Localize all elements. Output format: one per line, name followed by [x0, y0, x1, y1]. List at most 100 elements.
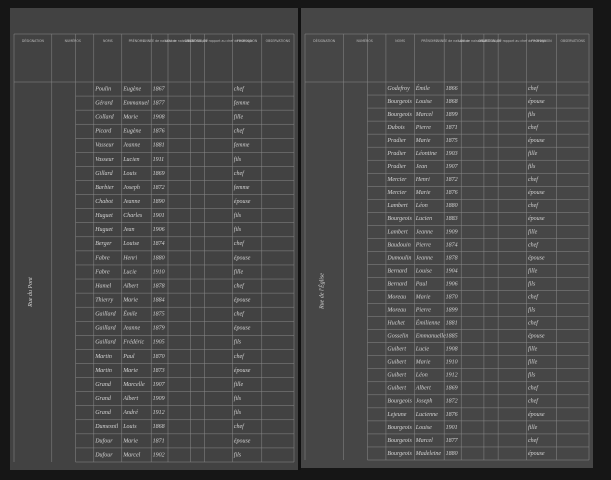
entry: 1877	[153, 100, 166, 106]
entry: Guibert	[387, 373, 406, 379]
entry: Fabre	[94, 255, 110, 261]
entry: chef	[528, 385, 539, 392]
entry: fille	[234, 381, 244, 388]
entry: Albert	[122, 283, 138, 289]
street-name: Rue de l'Église	[317, 273, 325, 310]
entry: fils	[234, 451, 242, 458]
entry: chef	[234, 170, 245, 177]
entry: Huchet	[386, 321, 405, 327]
entry: épouse	[234, 255, 251, 261]
entry: Paul	[415, 281, 428, 287]
entry: Poulin	[94, 86, 111, 92]
column-header: PROFESSION	[531, 39, 552, 43]
entry: 1881	[153, 143, 165, 149]
entry: 1912	[153, 410, 165, 416]
entry: femme	[234, 184, 250, 191]
column-header: ANNÉE de naissance	[436, 38, 469, 43]
entry: Marie	[415, 360, 431, 366]
entry: Pierre	[415, 242, 431, 248]
entry: Eugène	[122, 129, 141, 135]
entry: femme	[234, 99, 250, 106]
entry: Dufour	[94, 437, 113, 444]
entry: épouse	[528, 216, 545, 222]
entry: Gaillard	[95, 312, 116, 318]
entry: chef	[234, 423, 245, 430]
entry: Louise	[415, 268, 432, 274]
entry: 1909	[446, 229, 458, 235]
entry: Louis	[122, 424, 137, 430]
column-header: LIEU de naissance	[458, 39, 487, 43]
entry: Grand	[95, 410, 112, 416]
entry: 1880	[153, 255, 165, 261]
entry: épouse	[528, 255, 545, 261]
entry: Jeanne	[123, 199, 140, 205]
column-header: PROFESSION	[237, 39, 258, 43]
column-header: PRÉNOMS	[421, 38, 437, 43]
entry: Pierre	[415, 307, 431, 313]
entry: 1871	[446, 125, 458, 131]
column-header: OBSERVATIONS	[560, 39, 584, 43]
entry: Marie	[122, 368, 138, 374]
entry: André	[122, 410, 138, 416]
column-header: NUMÉROS	[65, 38, 81, 43]
entry: 1869	[153, 171, 165, 177]
entry: fils	[528, 306, 536, 313]
column-header: NOMS	[103, 39, 113, 43]
entry: Huguet	[94, 227, 113, 233]
entry: Lucien	[122, 157, 139, 163]
entry: Grand	[95, 396, 112, 402]
entry: épouse	[528, 190, 545, 196]
entry: Dumoulin	[386, 255, 411, 261]
entry: Martin	[94, 368, 112, 374]
entry: Grand	[95, 382, 112, 388]
entry: Gillard	[95, 171, 113, 177]
entry: Bernard	[387, 268, 408, 274]
entry: Dumesnil	[94, 424, 118, 430]
entry: Jean	[123, 227, 134, 233]
entry: chef	[234, 85, 245, 92]
entry: 1877	[446, 438, 459, 444]
entry: Vasseur	[95, 157, 114, 163]
entry: Jeanne	[416, 255, 433, 261]
column-header: PRÉNOMS	[129, 38, 145, 43]
entry: chef	[234, 311, 245, 318]
entry: Émile	[415, 84, 430, 92]
entry: épouse	[528, 412, 545, 418]
entry: 1906	[153, 227, 165, 233]
entry: Marcel	[415, 112, 433, 118]
entry: Eugène	[122, 86, 141, 92]
entry: fille	[528, 346, 538, 353]
entry: 1890	[153, 199, 165, 205]
entry: Marie	[415, 294, 431, 300]
entry: Emmanuel	[122, 100, 149, 106]
entry: 1870	[446, 294, 458, 300]
entry: 1901	[446, 425, 458, 431]
entry: chef	[528, 437, 539, 444]
entry: Pierre	[415, 125, 431, 131]
entry: 1911	[153, 157, 165, 163]
entry: Jeanne	[123, 143, 140, 149]
entry: Gosselin	[387, 334, 408, 340]
entry: 1907	[153, 382, 166, 388]
entry: Joseph	[416, 399, 433, 405]
entry: Jeanne	[416, 229, 433, 235]
entry: Pradier	[386, 151, 406, 157]
entry: 1903	[446, 151, 458, 157]
entry: 1878	[446, 255, 458, 261]
entry: Fabre	[94, 269, 110, 275]
entry: 1878	[153, 283, 165, 289]
entry: Emmanuelle	[415, 334, 446, 340]
entry: Marie	[122, 298, 138, 304]
entry: Huguet	[94, 213, 113, 219]
entry: Bourgeois	[387, 438, 412, 444]
entry: Marie	[415, 138, 431, 144]
entry: Albert	[122, 396, 138, 402]
entry: 1880	[446, 451, 458, 457]
column-header: NATIONALITÉ	[187, 38, 208, 43]
entry: 1869	[446, 386, 458, 392]
entry: Dubois	[386, 125, 405, 131]
entry: chef	[528, 85, 539, 92]
entry: Gérard	[95, 100, 113, 106]
entry: 1872	[446, 177, 458, 183]
entry: 1868	[446, 99, 458, 105]
